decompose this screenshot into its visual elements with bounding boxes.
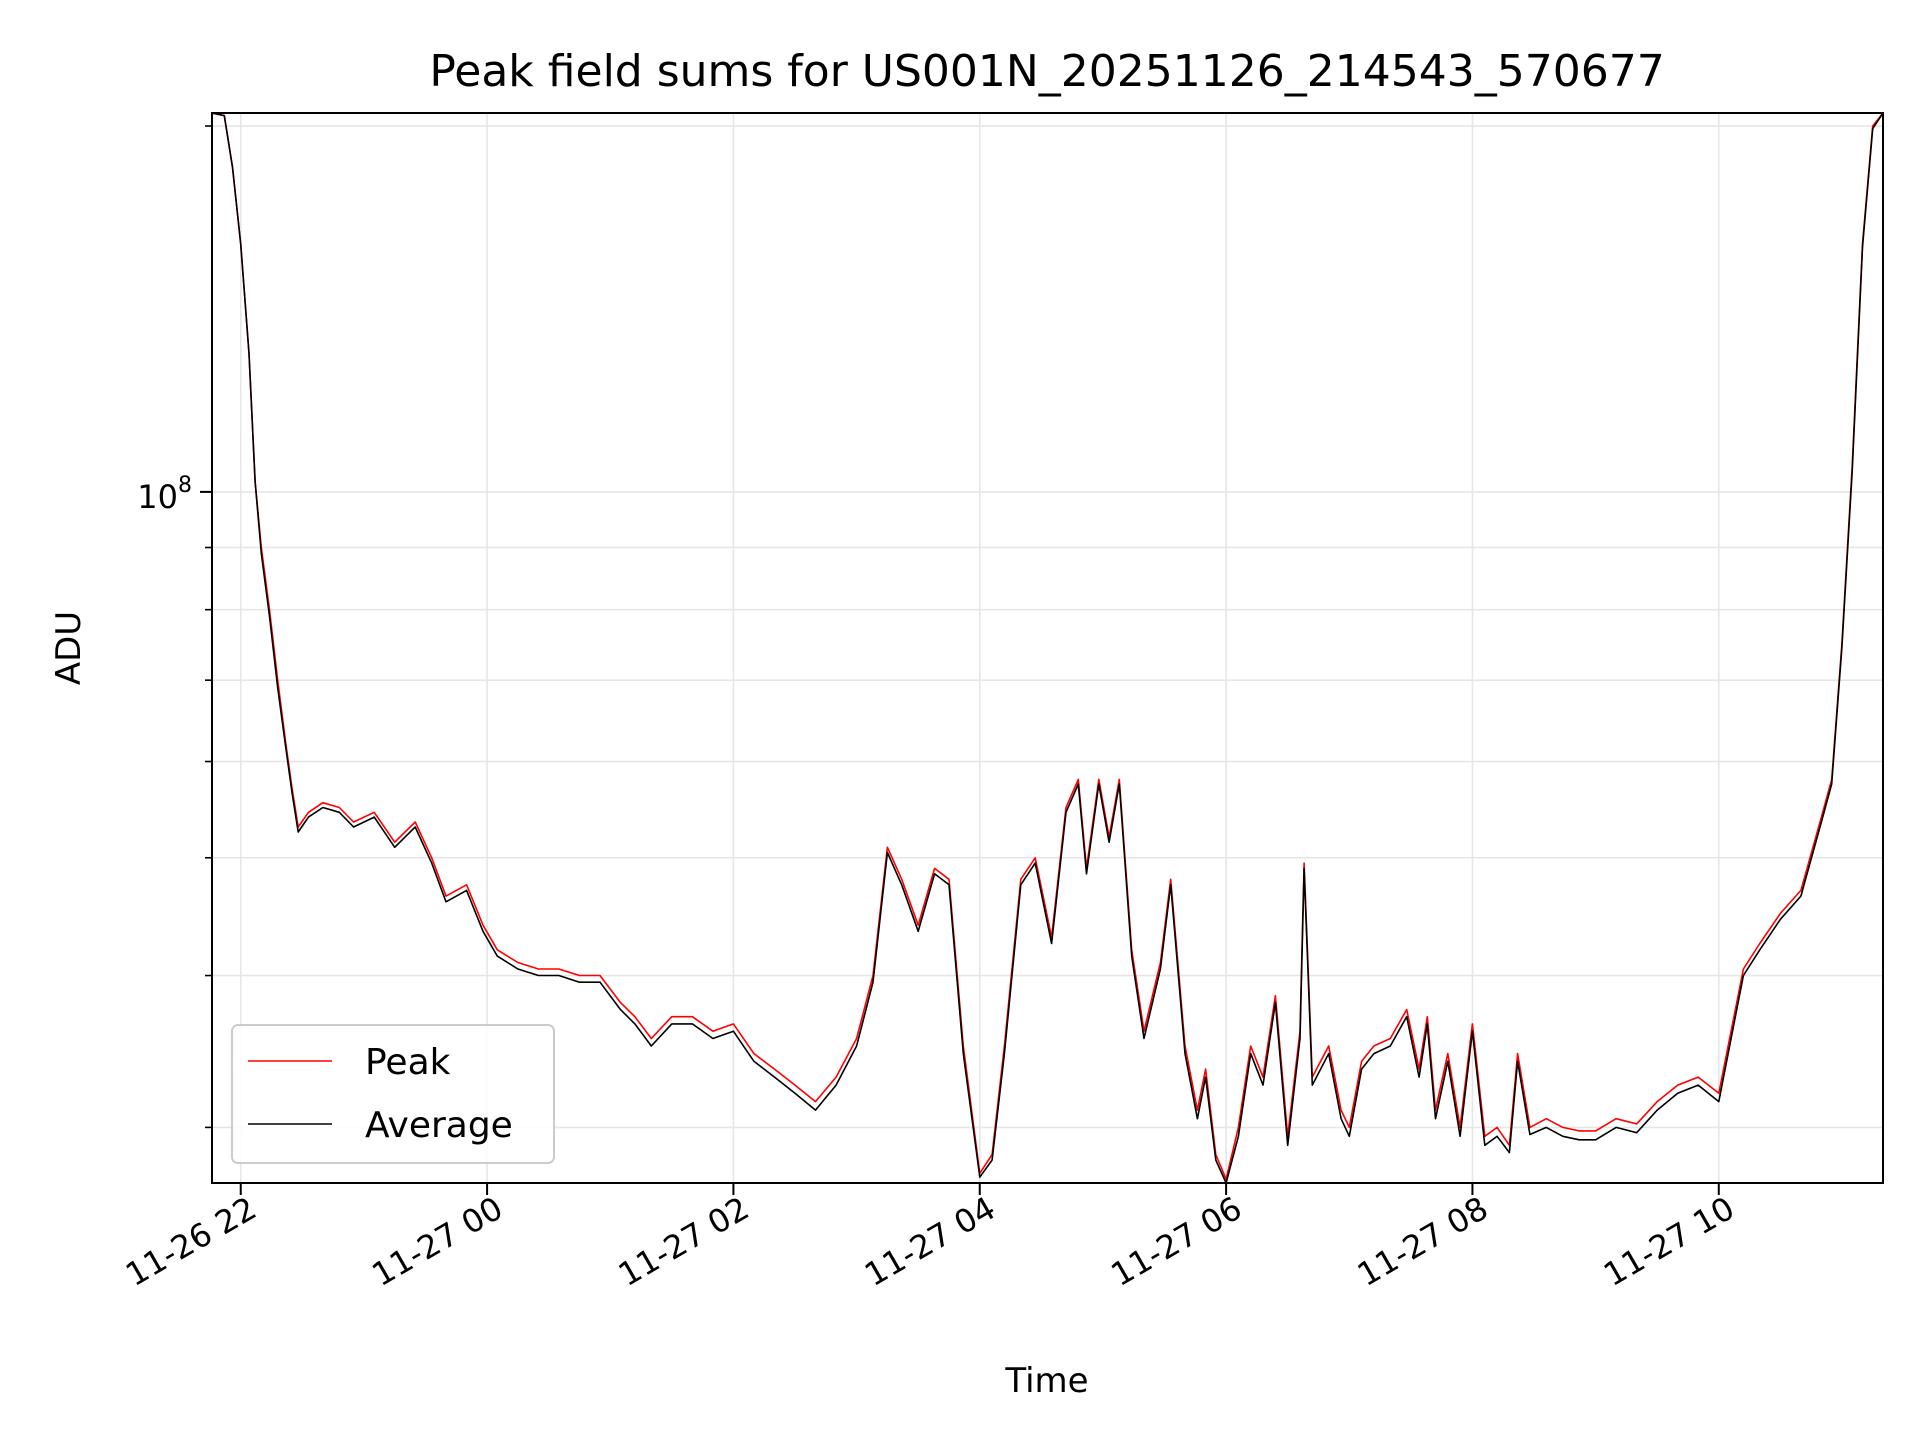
legend-label-average: Average <box>365 1105 513 1146</box>
y-tick-label-base: 10 <box>137 478 178 516</box>
series-line-peak <box>212 113 1883 1180</box>
y-axis: 108 <box>137 125 212 1129</box>
legend-label-peak: Peak <box>365 1042 451 1083</box>
legend: Peak Average <box>231 1024 555 1164</box>
plot-frame <box>211 112 1884 1184</box>
x-axis-label: Time <box>1004 1361 1088 1401</box>
chart-title: Peak field sums for US001N_20251126_2145… <box>429 46 1664 97</box>
series-line-average <box>212 113 1883 1183</box>
series-lines <box>212 113 1883 1183</box>
y-axis-label: ADU <box>49 611 89 685</box>
y-tick-label-exponent: 8 <box>178 473 192 498</box>
legend-box <box>231 1024 555 1164</box>
y-tick-label: 108 <box>137 473 192 516</box>
